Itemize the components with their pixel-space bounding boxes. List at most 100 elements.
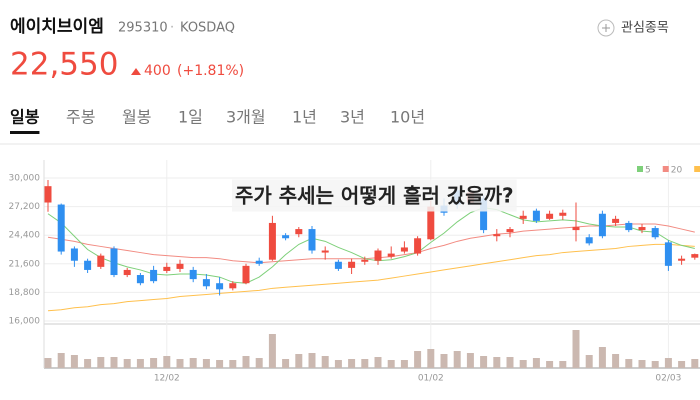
y-tick-label: 18,800 bbox=[9, 288, 41, 298]
candle-body bbox=[295, 229, 303, 235]
candle-body bbox=[612, 218, 620, 223]
candle-body bbox=[651, 228, 659, 238]
candle-body bbox=[480, 198, 488, 231]
up-arrow bbox=[131, 68, 141, 75]
volume-bar bbox=[585, 355, 593, 368]
tab[interactable]: 10년 bbox=[390, 108, 425, 127]
legend-label: 5 bbox=[645, 166, 651, 176]
x-tick-label: 02/03 bbox=[655, 374, 681, 384]
candle-body bbox=[532, 210, 540, 221]
tab[interactable]: 월봉 bbox=[122, 108, 151, 127]
ma-line bbox=[47, 243, 695, 312]
candle-body bbox=[44, 186, 52, 203]
legend-swatch bbox=[694, 166, 700, 172]
candle-body bbox=[638, 227, 646, 231]
legend-label: 20 bbox=[671, 166, 683, 176]
x-tick-label: 12/02 bbox=[154, 374, 180, 384]
volume-bar bbox=[84, 359, 92, 368]
candle-body bbox=[97, 255, 105, 267]
candle-body bbox=[255, 260, 263, 264]
volume-bar bbox=[506, 357, 514, 368]
volume-bar bbox=[123, 359, 131, 368]
watch-button[interactable]: 관심종목 bbox=[597, 19, 669, 37]
overlay-title: 주가 추세는 어떻게 흘러 갔을까? bbox=[235, 184, 514, 208]
candle-body bbox=[400, 247, 408, 252]
candle-body bbox=[598, 213, 606, 237]
candle-body bbox=[229, 283, 237, 289]
legend-swatch bbox=[662, 166, 669, 172]
candle-body bbox=[334, 261, 342, 269]
volume-bar bbox=[216, 360, 224, 368]
tab[interactable]: 1년 bbox=[292, 108, 317, 127]
candle-body bbox=[150, 269, 158, 282]
volume-bar bbox=[242, 356, 250, 368]
candle-body bbox=[664, 242, 672, 266]
price-change-pct: (+1.81%) bbox=[177, 63, 244, 79]
tab[interactable]: 3년 bbox=[340, 108, 365, 127]
plus-sign bbox=[602, 24, 610, 32]
volume-bar bbox=[532, 358, 540, 368]
candle-body bbox=[242, 265, 250, 284]
candle-body bbox=[308, 229, 316, 251]
volume-bar bbox=[255, 358, 263, 368]
y-tick-label: 24,400 bbox=[9, 231, 41, 241]
candle-body bbox=[374, 250, 382, 261]
volume-bar bbox=[308, 353, 316, 368]
market: KOSDAQ bbox=[180, 21, 235, 36]
price-change: 400 bbox=[144, 63, 171, 79]
volume-bar bbox=[625, 359, 633, 368]
tab-bar: 일봉 주봉 월봉 1일 3개월 1년 3년 10년 bbox=[10, 108, 425, 134]
volume-bar bbox=[334, 360, 342, 368]
stock-name: 에이치브이엠 bbox=[10, 17, 104, 37]
candle-body bbox=[559, 212, 567, 216]
volume-bar bbox=[572, 330, 580, 368]
volume-bar bbox=[546, 361, 554, 368]
candle-body bbox=[163, 266, 171, 271]
tab[interactable]: 일봉 bbox=[10, 108, 40, 127]
volume-bar bbox=[651, 361, 659, 368]
chart: 30,000 27,200 24,400 21,600 18,800 16,000 12/0… bbox=[9, 160, 700, 384]
tab[interactable]: 주봉 bbox=[66, 108, 95, 127]
candle-body bbox=[493, 234, 501, 237]
tab[interactable]: 3개월 bbox=[226, 108, 266, 127]
volume-bar bbox=[466, 353, 474, 368]
candle-body bbox=[268, 222, 276, 260]
volume-bar bbox=[150, 358, 158, 368]
candle-body bbox=[546, 213, 554, 219]
ma-line bbox=[47, 207, 695, 284]
y-tick-label: 21,600 bbox=[9, 259, 41, 269]
volume-bar bbox=[400, 360, 408, 368]
volume-bar bbox=[387, 360, 395, 368]
volume-bar bbox=[189, 358, 197, 368]
y-tick-label: 30,000 bbox=[9, 174, 41, 184]
overlay-background bbox=[232, 179, 517, 212]
volume-bar bbox=[282, 359, 290, 368]
volume-bar bbox=[427, 349, 435, 368]
volume-bar bbox=[374, 357, 382, 368]
volume-bar bbox=[268, 334, 276, 368]
legend-swatch bbox=[637, 166, 643, 172]
candle-body bbox=[123, 269, 131, 276]
volume-bar bbox=[361, 359, 369, 368]
volume-bar bbox=[664, 358, 672, 368]
candle-body bbox=[321, 250, 329, 253]
volume-bar bbox=[612, 354, 620, 368]
volume-bar bbox=[229, 360, 237, 368]
volume-bar bbox=[598, 347, 606, 368]
volume-bar bbox=[44, 358, 52, 368]
candle-body bbox=[70, 248, 78, 261]
candle-body bbox=[572, 227, 580, 231]
volume-bar bbox=[453, 351, 461, 368]
volume-bar bbox=[480, 356, 488, 368]
candle-body bbox=[361, 259, 369, 262]
volume-bar bbox=[110, 357, 118, 368]
y-tick-label: 16,000 bbox=[9, 317, 41, 327]
tab[interactable]: 1일 bbox=[178, 108, 203, 127]
candle-body bbox=[414, 238, 422, 254]
volume-bar bbox=[202, 359, 210, 368]
volume-bar bbox=[97, 357, 105, 368]
separator: · bbox=[170, 21, 174, 36]
volume-bar bbox=[559, 361, 567, 368]
